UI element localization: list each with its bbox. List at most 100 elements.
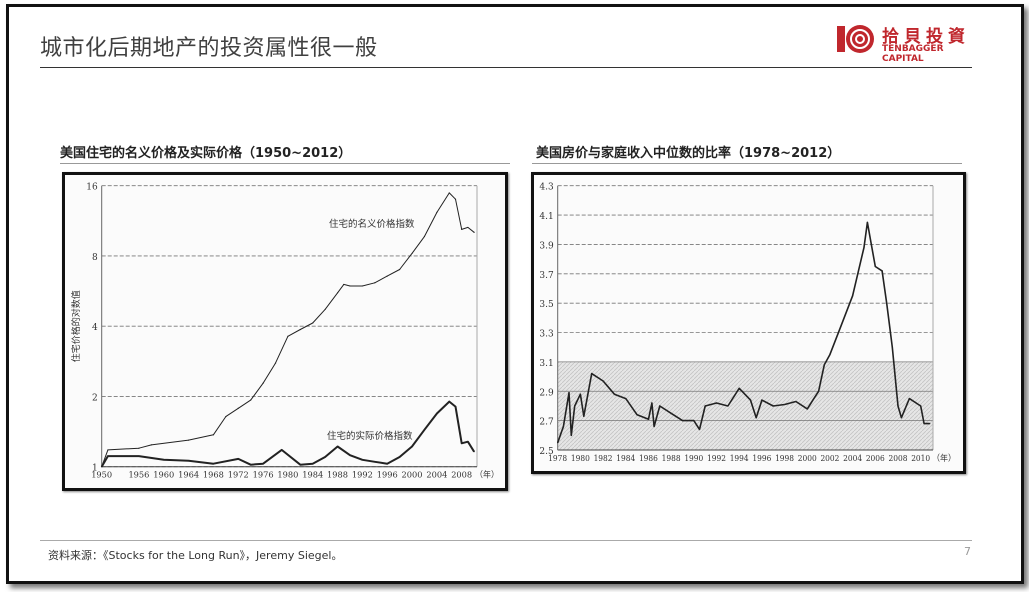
data-point — [299, 328, 301, 331]
data-point — [461, 228, 463, 230]
x-tick-label: 1996 — [377, 471, 398, 481]
x-tick-label: 1956 — [128, 471, 149, 481]
chart1-title-rule — [60, 163, 510, 164]
data-point — [237, 458, 239, 460]
series-line-1 — [100, 400, 475, 468]
data-point — [727, 405, 729, 407]
data-point — [436, 412, 438, 415]
data-point — [374, 282, 376, 284]
x-tick-label: 1992 — [352, 471, 373, 481]
data-point — [613, 393, 616, 395]
data-point — [704, 405, 706, 407]
data-point — [806, 408, 808, 410]
data-point — [107, 455, 109, 457]
data-point — [150, 444, 152, 446]
y-tick-label: 16 — [86, 183, 98, 193]
data-point — [653, 425, 655, 428]
data-point — [908, 398, 910, 400]
y-tick-label: 2 — [92, 393, 98, 403]
data-point — [900, 417, 903, 419]
data-point — [636, 414, 638, 416]
x-tick-label: 1986 — [639, 454, 658, 464]
data-point — [250, 464, 252, 466]
x-tick-label: 2006 — [866, 454, 885, 464]
data-point — [659, 405, 661, 407]
x-tick-label: 2000 — [798, 454, 817, 464]
y-tick-label: 3.9 — [539, 241, 554, 251]
chart2-frame: 2.5 2.7 2.9 3.1 3.3 3.5 3.7 3.9 4.1 4.3 1978 1980 19… — [531, 172, 966, 474]
y-tick-label: 2.7 — [539, 418, 554, 428]
chart1-svg: 1 2 4 8 16 1950 1956 1960 1964 1968 1972 1976 1980 19… — [70, 183, 499, 481]
data-point — [812, 399, 814, 401]
data-point — [324, 308, 326, 311]
data-point — [138, 447, 140, 449]
data-point — [693, 420, 695, 422]
data-point — [467, 226, 469, 229]
x-tick-label: 1960 — [153, 471, 174, 481]
data-point — [473, 451, 475, 453]
page-number: 7 — [964, 545, 971, 558]
series-label: 住宅的实际价格指数 — [327, 430, 413, 442]
data-point — [336, 292, 339, 294]
x-tick-label: 2002 — [820, 454, 839, 464]
x-unit-label: （年） — [932, 453, 956, 464]
data-point — [386, 275, 388, 277]
data-point — [361, 459, 363, 461]
logo-mark-icon — [837, 25, 874, 53]
x-tick-label: 1990 — [684, 454, 703, 464]
data-point — [212, 434, 215, 436]
data-point — [336, 445, 339, 448]
x-tick-label: 2004 — [843, 454, 862, 464]
series-label: 住宅的名义价格指数 — [329, 218, 415, 230]
data-point — [324, 456, 326, 458]
chart1-frame: 1 2 4 8 16 1950 1956 1960 1964 1968 1972 1976 1980 19… — [62, 172, 508, 491]
data-point — [783, 403, 786, 406]
y-tick-label: 3.5 — [539, 300, 554, 310]
x-tick-label: 2004 — [426, 471, 447, 481]
x-tick-label: 2008 — [889, 454, 908, 464]
data-point — [423, 235, 426, 238]
data-point — [866, 221, 868, 224]
x-tick-label: 1984 — [616, 454, 635, 464]
data-point — [436, 211, 438, 213]
data-point — [473, 231, 475, 233]
data-point — [897, 405, 899, 407]
data-point — [568, 392, 570, 394]
y-tick-label: 2.9 — [539, 388, 554, 398]
data-point — [461, 442, 463, 444]
data-point — [870, 240, 872, 243]
data-point — [237, 407, 239, 409]
data-point — [187, 439, 190, 441]
data-point — [583, 415, 585, 417]
data-point — [874, 265, 876, 268]
title-divider — [40, 67, 972, 68]
data-point — [163, 459, 165, 461]
y-tick-label: 8 — [92, 253, 98, 263]
data-point — [647, 418, 650, 420]
x-tick-label: 1980 — [277, 471, 298, 481]
data-point — [886, 302, 888, 304]
chart1-title: 美国住宅的名义价格及实际价格（1950~2012） — [60, 146, 352, 161]
data-point — [840, 324, 842, 326]
data-point — [411, 252, 413, 255]
x-tick-label: 1972 — [228, 471, 249, 481]
data-point — [411, 445, 413, 448]
data-point — [274, 362, 277, 364]
source-note: 资料来源：《Stocks for the Long Run》，Jeremy Si… — [48, 549, 343, 562]
x-tick-label: 1964 — [178, 471, 199, 481]
company-logo: 拾貝投資 TENBAGGER CAPITAL — [836, 22, 986, 64]
data-point — [454, 405, 457, 408]
data-point — [454, 198, 457, 200]
data-point — [579, 393, 581, 395]
x-tick-label: 1968 — [203, 471, 224, 481]
data-point — [670, 412, 672, 414]
data-point — [361, 285, 363, 287]
data-point — [738, 387, 740, 389]
data-point — [467, 441, 469, 443]
chart2-title-rule — [532, 163, 962, 164]
data-point — [187, 460, 190, 462]
y-tick-label: 3.1 — [539, 359, 553, 369]
y-tick-label: 4.1 — [539, 212, 553, 222]
data-point — [423, 429, 426, 431]
data-point — [349, 285, 351, 287]
